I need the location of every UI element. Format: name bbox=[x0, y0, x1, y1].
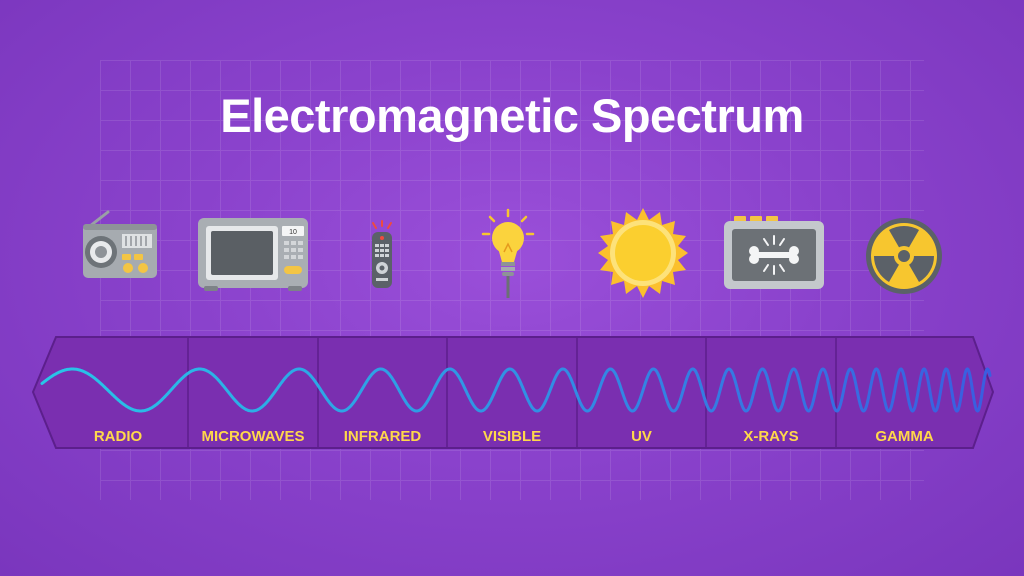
radiation-icon bbox=[866, 218, 942, 294]
microwave-icon: 10 bbox=[198, 218, 308, 291]
em-wave bbox=[40, 367, 992, 413]
light-bulb-icon bbox=[481, 208, 535, 298]
band-label-infrared: INFRARED bbox=[344, 428, 422, 445]
radio-icon bbox=[83, 210, 157, 278]
sun-icon bbox=[598, 208, 688, 298]
band-label-gamma: GAMMA bbox=[875, 428, 933, 445]
remote-control-icon bbox=[372, 220, 392, 288]
microwave-display: 10 bbox=[289, 229, 297, 236]
band-label-xrays: X-RAYS bbox=[743, 428, 798, 445]
band-label-microwaves: MICROWAVES bbox=[201, 428, 304, 445]
band-label-uv: UV bbox=[631, 428, 652, 445]
page-title: Electromagnetic Spectrum bbox=[220, 89, 804, 142]
band-label-radio: RADIO bbox=[94, 428, 143, 445]
spectrum-band-arrow bbox=[31, 336, 995, 449]
x-ray-bone-icon bbox=[724, 216, 824, 289]
band-label-visible: VISIBLE bbox=[483, 428, 541, 445]
